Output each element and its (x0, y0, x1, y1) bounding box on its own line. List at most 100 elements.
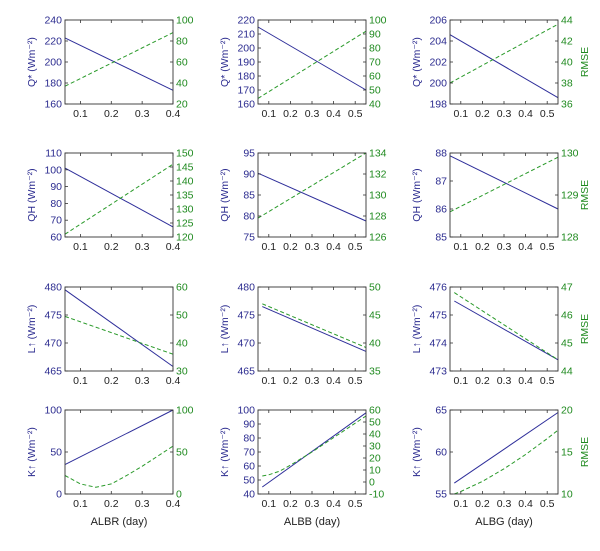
chart-8-axes-frame (257, 286, 367, 372)
chart-5-right-tick-label: 126 (369, 232, 387, 244)
chart-5-right-tick-label: 132 (369, 169, 387, 181)
chart-2-left-series-line (257, 26, 367, 91)
chart-4-left-tick-label: 100 (44, 164, 62, 176)
chart-12-x-tick-label: 0.3 (497, 498, 512, 510)
chart-8-right-tick-label: 40 (369, 338, 381, 350)
chart-6-x-tick-label: 0.5 (540, 241, 555, 253)
chart-5-left-tick-label: 80 (243, 211, 255, 223)
chart-9-left-tick-label: 476 (429, 282, 447, 294)
chart-4-panel: 0.1 0.2 0.3 0.4 60 70 80 90 100 110 120 125 130 135 14… (26, 148, 194, 254)
chart-8-x-tick-label: 0.2 (283, 375, 298, 387)
chart-5-panel: 0.1 0.2 0.3 0.4 0.5 75 80 85 90 95 126 128 130 132 134… (219, 148, 387, 254)
chart-4-left-tick-label: 70 (50, 215, 62, 227)
chart-3-right-series-line (449, 23, 559, 84)
chart-1-y-axis-label: Q* (Wm⁻²) (26, 37, 38, 87)
chart-4-right-series-line (64, 163, 174, 235)
chart-3-left-tick-label: 198 (429, 99, 447, 111)
chart-4-right-tick-label: 145 (176, 162, 194, 174)
chart-3-left-tick-label: 206 (429, 15, 447, 27)
chart-10-right-series-line (64, 445, 174, 488)
chart-4-left-tick-label: 60 (50, 232, 62, 244)
chart-9-right-series-line (454, 292, 559, 361)
chart-10-x-axis-label: ALBR (day) (91, 516, 148, 528)
chart-8-right-series-line (262, 303, 367, 348)
chart-1-axes-frame (64, 19, 174, 105)
chart-6-x-tick-label: 0.2 (475, 241, 490, 253)
chart-5-y-axis-label: QH (Wm⁻²) (219, 168, 231, 221)
chart-9-x-tick-label: 0.4 (518, 375, 533, 387)
chart-11-left-tick-label: 50 (243, 475, 255, 487)
chart-3-left-series-line (449, 34, 559, 99)
chart-4-right-tick-label: 125 (176, 218, 194, 230)
chart-7-right-tick-label: 50 (176, 310, 188, 322)
chart-5-left-tick-label: 85 (243, 190, 255, 202)
chart-10-left-series-line (64, 409, 174, 466)
chart-10-y-axis-label: K↑ (Wm⁻²) (26, 427, 38, 477)
chart-10-left-tick-label: 50 (50, 447, 62, 459)
chart-1-left-tick-label: 180 (44, 78, 62, 90)
chart-8-x-tick-label: 0.3 (305, 375, 320, 387)
chart-11-x-tick-label: 0.3 (305, 498, 320, 510)
chart-7-left-tick-label: 470 (44, 338, 62, 350)
chart-3-x-tick-label: 0.5 (540, 108, 555, 120)
chart-11-x-tick-label: 0.2 (283, 498, 298, 510)
chart-10-x-tick-label: 0.4 (166, 498, 181, 510)
chart-2-x-tick-label: 0.3 (305, 108, 320, 120)
chart-7-y-axis-label: L↑ (Wm⁻²) (26, 305, 38, 354)
chart-11-right-tick-label: 40 (369, 429, 381, 441)
chart-1-right-tick-label: 40 (176, 78, 188, 90)
chart-4-x-tick-label: 0.1 (73, 241, 88, 253)
chart-12-x-tick-label: 0.1 (453, 498, 468, 510)
chart-12-right-tick-label: 15 (561, 447, 573, 459)
chart-10-x-tick-label: 0.2 (104, 498, 119, 510)
chart-2-right-tick-label: 90 (369, 29, 381, 41)
chart-12-x-tick-label: 0.5 (540, 498, 555, 510)
chart-10-right-tick-label: 0 (176, 489, 182, 501)
chart-4-left-tick-label: 110 (45, 148, 62, 160)
chart-2-y-axis-label: Q* (Wm⁻²) (219, 37, 231, 87)
chart-2-x-tick-label: 0.1 (261, 108, 276, 120)
chart-9-x-tick-label: 0.5 (540, 375, 555, 387)
chart-6-x-tick-label: 0.3 (497, 241, 512, 253)
chart-9-left-tick-label: 475 (429, 310, 447, 322)
chart-11-panel: 0.1 0.2 0.3 0.4 0.5405060708090100-100102030… (219, 405, 384, 529)
chart-6-axes-frame (449, 152, 559, 238)
chart-2-axes-frame (257, 19, 367, 105)
chart-11-right-tick-label: 10 (369, 465, 381, 477)
chart-7-right-tick-label: 60 (176, 282, 188, 294)
chart-7-x-tick-label: 0.4 (166, 375, 181, 387)
chart-11-x-tick-label: 0.4 (326, 498, 341, 510)
chart-3-panel: 0.1 0.2 0.3 0.4 0.5 198 200 202 204 206 36 38 40 42 44… (411, 15, 591, 121)
chart-9-left-tick-label: 473 (429, 366, 447, 378)
chart-9-x-tick-label: 0.3 (497, 375, 512, 387)
chart-5-right-tick-label: 128 (369, 211, 387, 223)
chart-7-right-tick-label: 30 (176, 366, 188, 378)
chart-8-right-tick-label: 45 (369, 310, 381, 322)
chart-3-left-tick-label: 202 (429, 57, 447, 69)
chart-12-axes-frame (449, 409, 559, 495)
chart-11-left-tick-label: 80 (243, 433, 255, 445)
chart-2-right-series-line (257, 30, 367, 99)
chart-7-left-tick-label: 475 (44, 310, 62, 322)
chart-3-left-tick-label: 200 (429, 78, 447, 90)
chart-12-panel: 0.1 0.2 0.3 0.4 0.5 55 60 65 10 15 20 K↑ (Wm⁻²) RMSE… (411, 405, 591, 529)
chart-9-left-tick-label: 474 (429, 338, 447, 350)
chart-10-right-tick-label: 50 (176, 447, 188, 459)
chart-6-x-tick-label: 0.1 (453, 241, 468, 253)
chart-9-right-tick-label: 44 (561, 366, 573, 378)
chart-5-x-tick-label: 0.1 (261, 241, 276, 253)
chart-11-left-tick-label: 40 (243, 489, 255, 501)
chart-5-axes-frame (257, 152, 367, 238)
chart-12-right-axis-label: RMSE (579, 437, 591, 467)
chart-1-left-tick-label: 220 (44, 36, 62, 48)
chart-12-right-tick-label: 10 (561, 489, 573, 501)
chart-11-left-series-line (262, 412, 367, 488)
chart-8-left-tick-label: 480 (237, 282, 255, 294)
chart-6-left-tick-label: 88 (435, 148, 447, 160)
chart-1-x-tick-label: 0.4 (166, 108, 181, 120)
chart-7-axes-frame (64, 286, 174, 372)
chart-12-x-axis-label: ALBG (day) (475, 516, 532, 528)
chart-3-x-tick-label: 0.1 (453, 108, 468, 120)
